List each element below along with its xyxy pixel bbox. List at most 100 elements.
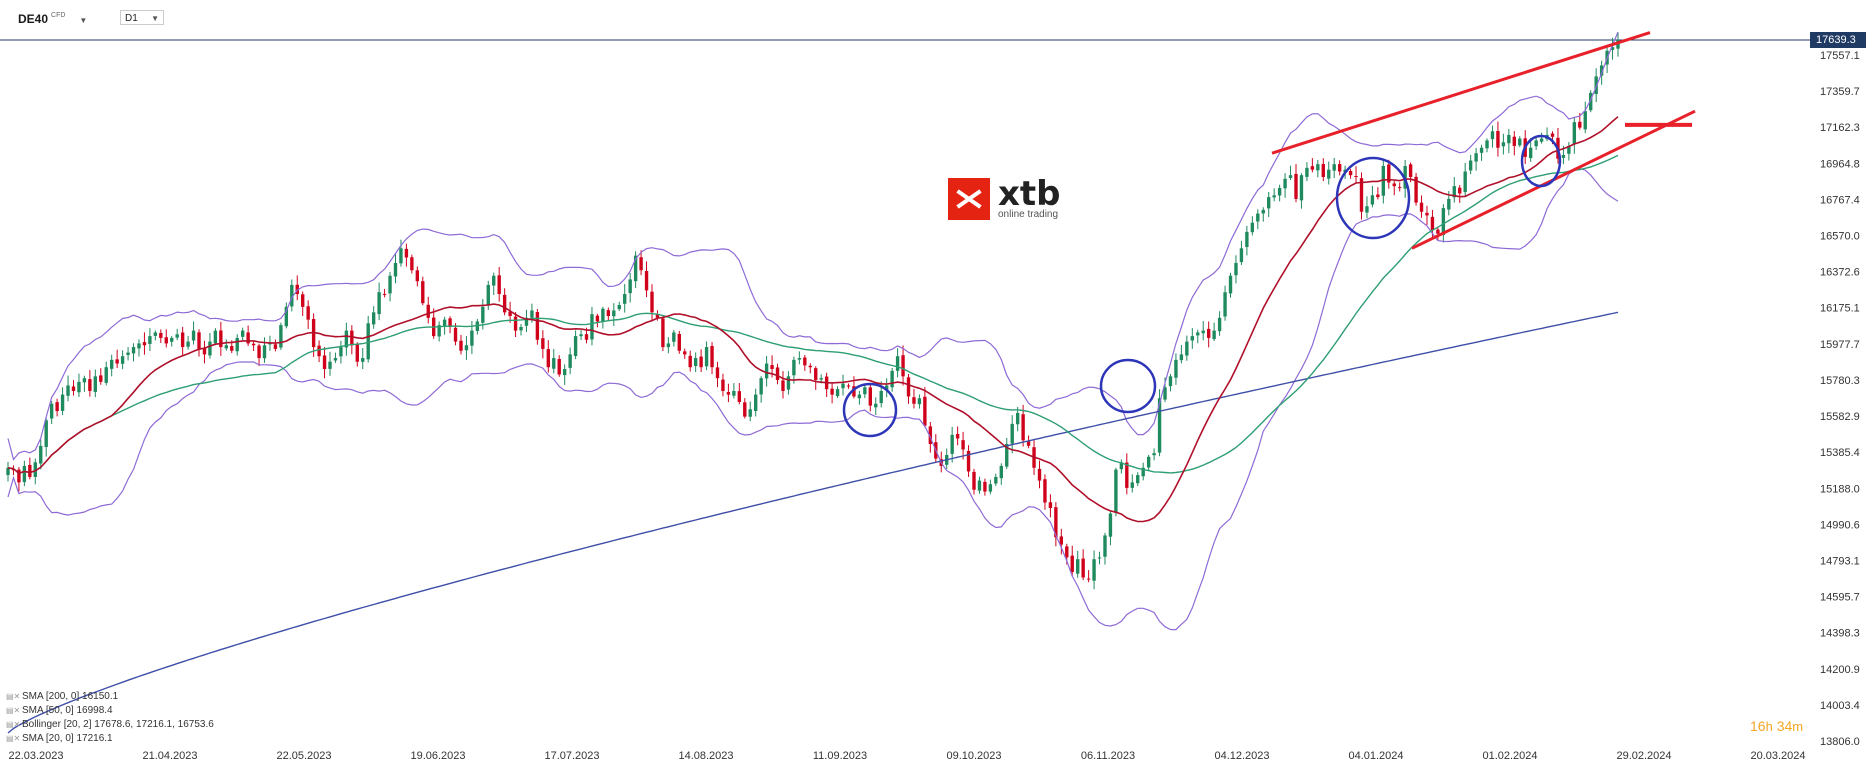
x-tick-label: 04.12.2023 (1214, 750, 1269, 762)
candle-body (508, 311, 512, 316)
legend-item[interactable]: ▤✕ Bollinger [20, 2] 17678.6, 17216.1, 16… (6, 718, 214, 732)
candle-body (666, 343, 671, 348)
candle-countdown: 16h 34m (1750, 718, 1803, 734)
highlight-circle (842, 382, 898, 438)
candle-body (33, 462, 37, 477)
candle-body (1048, 502, 1053, 509)
symbol-label: DE40 (18, 12, 49, 26)
candle-body (1539, 138, 1544, 142)
candle-body (1190, 336, 1194, 341)
candle-body (732, 390, 736, 396)
candle-body (1201, 330, 1205, 334)
candle-body (1141, 467, 1145, 477)
candle-body (126, 352, 130, 355)
candle-body (579, 334, 583, 337)
y-tick-label: 14200.9 (1820, 664, 1860, 676)
candle-body (912, 397, 916, 404)
candle-body (573, 336, 578, 357)
candle-body (28, 464, 32, 477)
candle-body (22, 465, 27, 483)
y-tick-label: 16570.0 (1820, 231, 1860, 243)
candle-body (895, 356, 900, 371)
candle-body (170, 337, 174, 342)
candle-body (961, 440, 965, 450)
candle-body (317, 345, 321, 357)
candle-body (1430, 216, 1435, 231)
symbol-selector[interactable]: DE40 CFD ▼ (18, 12, 87, 26)
candle-body (481, 306, 485, 323)
candle-body (819, 378, 823, 380)
candle-body (633, 255, 638, 282)
legend-item[interactable]: ▤✕ SMA [50, 0] 16998.4 (6, 704, 214, 718)
candle-body (699, 356, 703, 368)
candle-body (1550, 133, 1555, 137)
candle-body (754, 394, 758, 411)
candle-body (901, 355, 905, 377)
legend-item[interactable]: ▤✕ SMA [20, 0] 17216.1 (6, 732, 214, 746)
candle-body (890, 370, 894, 388)
candle-body (224, 345, 228, 349)
candle-body (328, 361, 332, 369)
candle-body (1365, 206, 1369, 213)
settings-icon[interactable]: ▤✕ (6, 692, 21, 701)
legend-text: Bollinger [20, 2] 17678.6, 17216.1, 1675… (22, 719, 214, 730)
candle-body (1310, 166, 1315, 170)
candle-body (781, 380, 785, 391)
candle-body (377, 292, 381, 315)
candle-body (966, 450, 971, 472)
candle-body (797, 358, 802, 360)
candle-body (519, 326, 523, 331)
brand-tagline: online trading (998, 208, 1059, 220)
candle-body (928, 426, 933, 445)
candle-body (1108, 513, 1113, 537)
candle-body (110, 359, 114, 369)
candle-body (279, 325, 283, 348)
candle-body (1381, 166, 1386, 196)
candle-body (1458, 187, 1462, 194)
settings-icon[interactable]: ▤✕ (6, 734, 21, 743)
chevron-down-icon: ▼ (151, 14, 159, 23)
candle-body (235, 337, 239, 352)
candle-body (950, 434, 954, 454)
y-tick-label: 16964.8 (1820, 158, 1860, 170)
last-price-tag: 17639.3 (1810, 32, 1866, 48)
candle-body (301, 294, 305, 307)
timeframe-select[interactable]: D1 ▼ (120, 10, 164, 25)
candle-body (49, 403, 54, 419)
candle-body (1283, 178, 1287, 189)
candle-body (60, 394, 65, 411)
candle-body (1414, 176, 1418, 203)
candle-body (552, 358, 556, 369)
candle-body (1086, 578, 1091, 580)
candle-body (1616, 40, 1620, 49)
candle-body (497, 275, 501, 295)
candle-body (1119, 462, 1124, 470)
candle-body (715, 367, 720, 379)
candle-body (1376, 194, 1380, 198)
candle-body (1234, 262, 1238, 276)
highlight-circle (1520, 134, 1562, 188)
candle-body (1103, 535, 1107, 557)
candle-body (453, 327, 458, 342)
candle-body (6, 467, 10, 476)
candle-body (1256, 213, 1260, 222)
y-tick-label: 15385.4 (1820, 447, 1860, 459)
settings-icon[interactable]: ▤✕ (6, 720, 21, 729)
candle-body (1561, 155, 1566, 158)
candle-body (1327, 169, 1331, 179)
candle-body (726, 391, 731, 395)
candle-body (584, 334, 589, 340)
candle-body (1436, 229, 1440, 234)
settings-icon[interactable]: ▤✕ (6, 706, 21, 715)
candle-body (775, 367, 780, 380)
legend-item[interactable]: ▤✕ SMA [200, 0] 16150.1 (6, 690, 214, 704)
candle-body (290, 284, 294, 307)
candle-body (988, 484, 993, 492)
candle-body (208, 341, 212, 356)
candle-body (677, 333, 681, 351)
candle-body (863, 387, 867, 395)
candle-body (852, 386, 856, 397)
candle-body (590, 314, 594, 340)
candle-body (568, 354, 572, 368)
